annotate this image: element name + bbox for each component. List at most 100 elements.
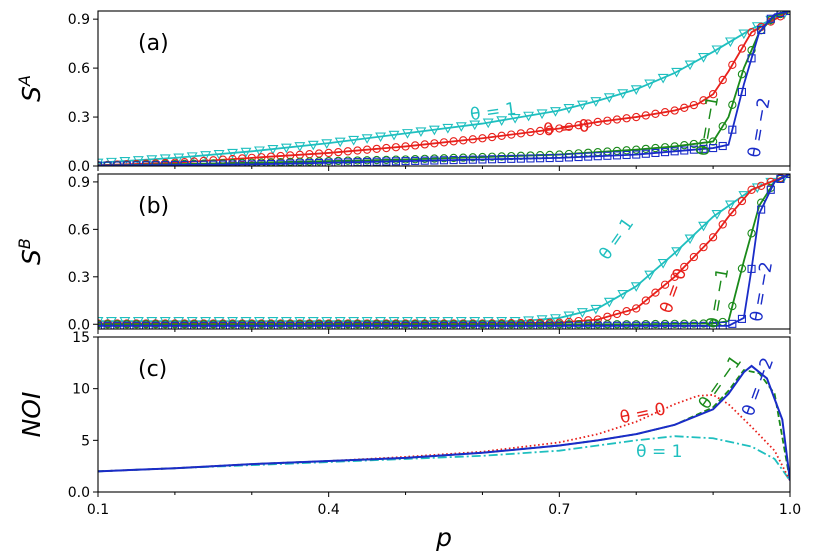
data-point-marker [670,147,679,156]
data-point-marker [247,321,256,329]
data-point-marker [593,321,602,329]
data-point-marker [728,301,737,311]
series-line-c-3 [98,364,790,481]
data-point-marker [254,146,265,157]
data-point-marker [391,157,400,166]
data-point-marker [324,148,333,158]
data-point-marker [280,143,292,154]
series-line-c-0 [98,435,790,482]
data-point-marker [516,129,526,138]
data-point-marker [747,229,756,238]
ytick-label: 5 [81,433,90,449]
data-point-marker [689,252,699,262]
data-point-marker [641,111,650,120]
data-point-marker [199,321,208,329]
data-point-marker [545,125,554,134]
data-point-marker [680,321,689,329]
data-point-marker [651,321,660,329]
data-point-marker [363,321,372,329]
data-point-marker [488,155,497,164]
y-axis-label: NOI [17,392,46,438]
data-point-marker [564,321,573,329]
data-point-marker [747,46,756,55]
data-point-marker [576,308,588,318]
data-point-marker [459,155,468,164]
data-point-marker [737,196,747,206]
data-point-marker [593,152,602,161]
data-point-marker [411,321,420,329]
data-point-marker [574,321,583,329]
data-point-marker [766,14,775,23]
data-point-marker [240,147,252,158]
data-point-marker [536,321,545,329]
data-point-marker [728,319,737,328]
data-point-marker [776,11,785,18]
data-point-marker [584,152,593,161]
data-point-marker [170,321,179,329]
data-point-marker [593,117,602,127]
data-point-marker [680,146,689,155]
data-point-marker [170,160,179,166]
data-point-marker [455,317,467,327]
data-point-marker [428,125,440,136]
data-point-marker [661,321,670,329]
ytick-label: 0.3 [68,110,90,126]
data-point-marker [728,125,737,134]
data-point-marker [516,154,525,163]
ytick-label: 0.0 [68,159,90,175]
data-point-marker [199,160,208,166]
series-line-c-1 [98,393,790,482]
plot-area-b [98,174,790,329]
data-point-marker [228,160,237,166]
data-point-marker [709,321,718,329]
axes-frame [97,336,791,493]
data-point-marker [382,143,391,153]
data-point-marker [266,159,276,166]
data-point-marker [161,161,170,166]
data-point-marker [564,153,573,162]
ytick-label: 15 [72,330,90,346]
data-point-marker [564,122,574,131]
data-point-marker [468,321,477,329]
data-point-marker [699,144,708,153]
data-point-marker [603,116,612,125]
data-point-marker [209,321,218,329]
data-point-marker [507,154,516,163]
data-point-marker [180,160,189,166]
data-point-marker [660,280,670,289]
data-point-marker [545,321,554,329]
data-point-marker [644,270,656,281]
data-point-marker [612,309,622,319]
data-point-marker [455,122,467,132]
data-point-marker [680,262,689,272]
data-point-marker [603,151,612,160]
xtick-label: 0.7 [548,502,570,518]
data-point-marker [590,97,602,107]
data-point-marker [420,156,429,165]
data-point-marker [630,85,642,95]
data-point-marker [343,147,353,156]
data-point-marker [430,139,439,148]
ytick-label: 0.0 [68,317,90,333]
data-point-marker [372,321,381,329]
data-point-marker [487,132,497,142]
data-point-marker [622,150,631,160]
data-point-marker [186,152,198,162]
data-point-marker [228,321,237,329]
data-point-marker [718,321,727,329]
data-point-marker [718,220,727,229]
data-point-marker [276,321,285,329]
y-axis-label-superscript: A [15,75,34,87]
data-point-marker [254,317,265,327]
data-point-marker [617,289,629,300]
data-point-marker [321,317,333,327]
data-point-marker [526,127,535,137]
data-point-marker [507,321,516,329]
data-point-marker [699,96,708,105]
data-point-marker [449,156,458,165]
data-point-marker [724,37,736,48]
series-line-c-2 [98,369,790,481]
data-point-marker [257,321,266,329]
data-point-marker [442,123,454,134]
